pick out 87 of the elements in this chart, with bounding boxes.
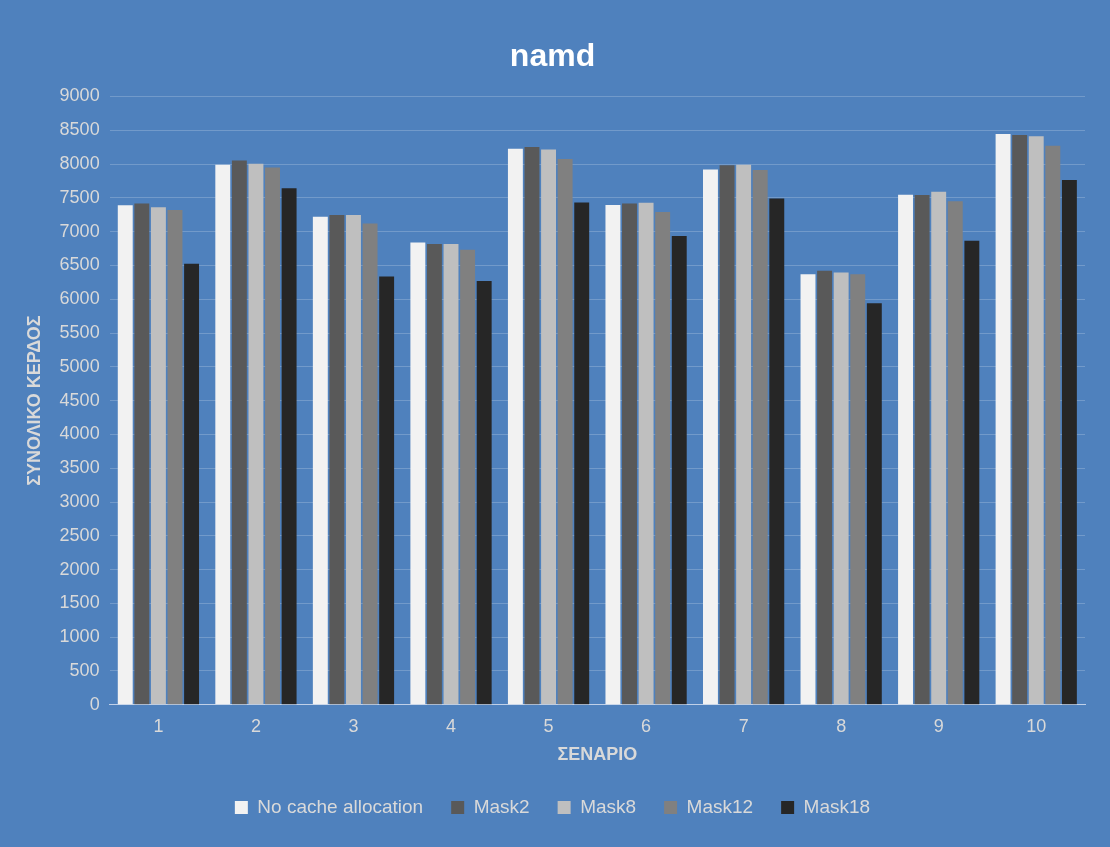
bar bbox=[443, 244, 459, 705]
bar bbox=[914, 195, 930, 705]
bar bbox=[265, 167, 280, 705]
x-tick-label: 9 bbox=[933, 715, 944, 736]
bar bbox=[215, 164, 231, 705]
bar bbox=[964, 240, 980, 705]
bar bbox=[703, 169, 718, 705]
y-tick-label: 7000 bbox=[59, 220, 100, 241]
bar bbox=[329, 215, 345, 705]
y-tick-label: 0 bbox=[89, 693, 100, 714]
y-tick-label: 4500 bbox=[59, 389, 100, 410]
bar bbox=[817, 270, 833, 705]
x-tick-label: 4 bbox=[446, 715, 457, 736]
y-tick-label: 5500 bbox=[59, 321, 100, 342]
bar bbox=[281, 188, 297, 705]
x-tick-label: 5 bbox=[543, 715, 554, 736]
y-axis-title: ΣΥΝΟΛΙΚΟ ΚΕΡΔΟΣ bbox=[23, 315, 44, 486]
y-tick-label: 5000 bbox=[59, 355, 100, 376]
bar bbox=[524, 147, 540, 705]
bar bbox=[866, 303, 882, 705]
bar bbox=[134, 203, 150, 705]
bar bbox=[541, 149, 557, 705]
bar bbox=[231, 160, 247, 705]
bar bbox=[426, 244, 442, 705]
legend-label: Mask12 bbox=[686, 795, 754, 817]
y-tick-label: 1000 bbox=[59, 626, 100, 647]
legend-label: Mask2 bbox=[473, 795, 530, 817]
bar bbox=[117, 205, 133, 705]
y-tick-label: 2500 bbox=[59, 524, 100, 545]
bar bbox=[671, 235, 687, 705]
bar bbox=[476, 280, 492, 705]
bar bbox=[947, 201, 963, 705]
bar bbox=[719, 165, 735, 705]
legend-label: No cache allocation bbox=[257, 795, 424, 817]
bar bbox=[752, 170, 768, 705]
bar bbox=[460, 249, 476, 705]
y-tick-label: 3000 bbox=[59, 490, 100, 511]
bar bbox=[800, 274, 816, 705]
x-tick-label: 10 bbox=[1026, 715, 1047, 736]
x-axis-title: ΣΕΝΑΡΙΟ bbox=[557, 744, 638, 765]
legend-label: Mask8 bbox=[580, 795, 637, 817]
bar bbox=[995, 133, 1011, 705]
y-tick-label: 1500 bbox=[59, 592, 100, 613]
y-tick-label: 6500 bbox=[59, 254, 100, 275]
chart-title: namd bbox=[509, 37, 596, 74]
bar bbox=[736, 164, 752, 705]
bar bbox=[312, 216, 328, 705]
y-tick-label: 4000 bbox=[59, 423, 100, 444]
bar bbox=[605, 204, 621, 705]
x-tick-label: 7 bbox=[738, 715, 749, 736]
bar bbox=[248, 163, 264, 705]
bar bbox=[346, 215, 361, 705]
x-tick-label: 1 bbox=[153, 715, 164, 736]
y-tick-label: 6000 bbox=[59, 288, 100, 309]
bar bbox=[1045, 145, 1061, 705]
x-tick-label: 8 bbox=[836, 715, 847, 736]
y-tick-label: 500 bbox=[69, 659, 100, 680]
y-tick-label: 3500 bbox=[59, 457, 100, 478]
bar bbox=[507, 148, 523, 705]
bar bbox=[898, 194, 913, 705]
bar bbox=[379, 276, 395, 705]
bar bbox=[622, 203, 637, 705]
bar bbox=[167, 209, 183, 705]
bar bbox=[931, 191, 947, 705]
bar bbox=[769, 198, 785, 705]
bar bbox=[850, 274, 866, 705]
x-tick-label: 2 bbox=[250, 715, 261, 736]
legend-label: Mask18 bbox=[803, 795, 871, 817]
bar bbox=[1061, 179, 1077, 705]
y-tick-label: 9000 bbox=[59, 85, 100, 106]
bar bbox=[410, 242, 426, 705]
y-tick-label: 2000 bbox=[59, 558, 100, 579]
bar bbox=[184, 263, 200, 705]
y-tick-label: 8000 bbox=[59, 152, 100, 173]
bar bbox=[1012, 134, 1028, 705]
x-tick-label: 3 bbox=[348, 715, 359, 736]
y-tick-label: 7500 bbox=[59, 186, 100, 207]
bar bbox=[362, 223, 378, 705]
bar bbox=[150, 207, 166, 705]
bar bbox=[833, 272, 849, 705]
bar bbox=[638, 202, 654, 705]
y-tick-label: 8500 bbox=[59, 119, 100, 140]
bar bbox=[655, 212, 671, 705]
bar bbox=[574, 202, 590, 705]
x-tick-label: 6 bbox=[641, 715, 652, 736]
bar bbox=[557, 158, 573, 705]
bar bbox=[1028, 136, 1044, 705]
